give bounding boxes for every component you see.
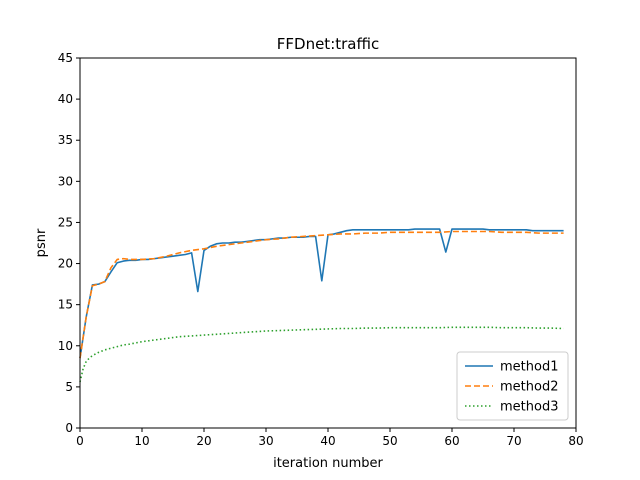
y-tick-label: 30 — [58, 174, 73, 188]
legend-label-method3: method3 — [500, 400, 558, 415]
x-tick-label: 10 — [134, 434, 149, 448]
legend-label-method2: method2 — [500, 380, 558, 395]
x-tick-label: 0 — [76, 434, 84, 448]
x-tick-label: 40 — [320, 434, 335, 448]
legend-box — [456, 351, 569, 421]
legend: method1 method2 method3 — [456, 351, 569, 421]
y-tick-label: 45 — [58, 51, 73, 65]
y-tick-label: 20 — [58, 257, 73, 271]
series-line-method3 — [79, 326, 564, 383]
y-axis: 0 5 10 15 20 25 30 35 40 45 — [58, 51, 80, 435]
x-tick-label: 30 — [258, 434, 273, 448]
x-tick-label: 60 — [444, 434, 459, 448]
x-tick-label: 70 — [506, 434, 521, 448]
y-tick-label: 0 — [65, 421, 73, 435]
y-tick-label: 5 — [65, 380, 73, 394]
chart-title: FFDnet:traffic — [277, 35, 379, 53]
y-axis-label: psnr — [34, 228, 49, 257]
y-tick-label: 35 — [58, 133, 73, 147]
plot-lines — [79, 228, 564, 383]
y-tick-label: 10 — [58, 339, 73, 353]
x-axis: 0 10 20 30 40 50 60 70 80 — [76, 428, 584, 448]
x-axis-label: iteration number — [273, 456, 383, 471]
legend-label-method1: method1 — [500, 360, 558, 375]
series-line-method2 — [79, 230, 564, 359]
y-tick-label: 40 — [58, 92, 73, 106]
x-tick-label: 50 — [382, 434, 397, 448]
y-tick-label: 15 — [58, 298, 73, 312]
x-tick-label: 80 — [568, 434, 583, 448]
x-tick-label: 20 — [196, 434, 211, 448]
y-tick-label: 25 — [58, 215, 73, 229]
